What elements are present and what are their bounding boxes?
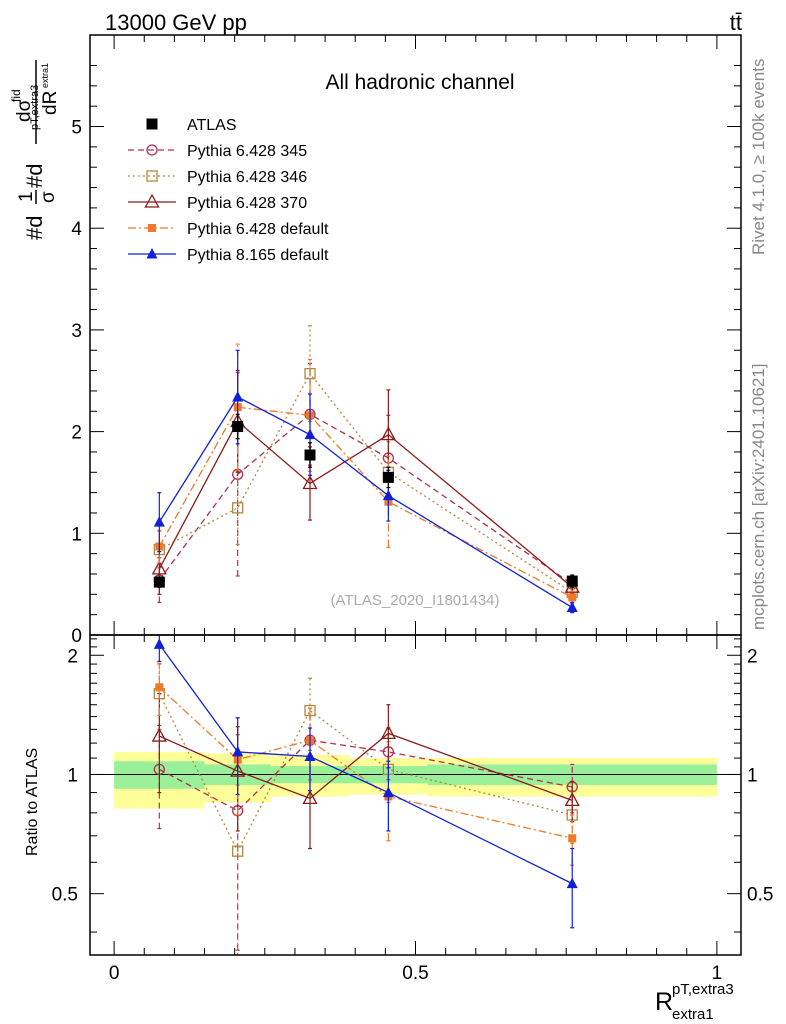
- process-label: tt̄: [730, 10, 742, 35]
- ratio-point-p6def: [155, 683, 164, 692]
- ratio-point-p370: [564, 792, 580, 807]
- main-series-atlas: [153, 413, 578, 588]
- ratio-ytick-label-left: 2: [67, 646, 78, 667]
- main-ytick-label: 4: [71, 219, 82, 240]
- main-line-p6def: [158, 406, 573, 598]
- main-ylabel: #d 1 σ #d dσ fid pT,extra3 extra1 dR: [9, 60, 61, 240]
- ratio-xtick-label: 1: [712, 963, 723, 984]
- ratio-point-p8def: [382, 786, 394, 798]
- ratio-series-p8def: [153, 634, 578, 929]
- main-point-p370: [380, 426, 396, 441]
- main-point-atlas: [232, 421, 244, 433]
- main-point-p8def: [382, 489, 394, 501]
- main-point-atlas: [566, 575, 578, 587]
- analysis-watermark: (ATLAS_2020_I1801434): [330, 592, 499, 609]
- mcplots-label: mcplots.cern.ch [arXiv:2401.10621]: [749, 364, 768, 630]
- xlabel-sup: pT,extra3: [672, 981, 734, 998]
- main-series-p6def: [155, 343, 577, 605]
- main-point-p8def: [153, 516, 165, 527]
- main-point-p346: [232, 502, 244, 514]
- main-point-atlas: [304, 449, 316, 461]
- rivet-version-label: Rivet 4.1.0, ≥ 100k events: [749, 59, 768, 255]
- legend-marker-p345: [146, 144, 158, 156]
- main-panel: 0 1 2 3 4 5 All hadronic channel (ATLAS_2020_…: [9, 34, 742, 647]
- main-point-p370: [302, 475, 318, 490]
- ratio-point-p346: [232, 845, 244, 857]
- ratio-series-p346: [153, 663, 578, 956]
- ratio-point-p370: [302, 790, 318, 805]
- legend-marker-p8def: [146, 248, 158, 259]
- ylabel-fid-sup: fid: [9, 89, 23, 102]
- main-point-atlas: [382, 471, 394, 483]
- ylabel-dR: dR: [40, 91, 61, 115]
- ratio-point-p370: [380, 724, 396, 740]
- ylabel-prefix: #d: [22, 216, 47, 240]
- ratio-ytick-label-right: 1: [747, 765, 758, 786]
- ratio-point-p6def: [568, 834, 577, 843]
- main-point-p8def: [566, 601, 578, 613]
- ratio-ytick-label-left: 1: [67, 765, 78, 786]
- ratio-line-p346: [158, 693, 573, 853]
- main-point-atlas: [153, 576, 165, 588]
- ratio-ylabel: Ratio to ATLAS: [24, 748, 41, 856]
- ratio-xtick-label: 0.5: [402, 963, 428, 984]
- main-line-p345: [158, 413, 573, 585]
- main-point-p8def: [304, 428, 316, 440]
- main-ytick-label: 5: [71, 118, 82, 139]
- main-line-p370: [158, 420, 573, 588]
- ratio-series-p345: [153, 707, 578, 951]
- legend-marker-p346: [146, 170, 158, 182]
- legend-label-p8def: Pythia 8.165 default: [187, 247, 329, 264]
- xlabel-main: R: [655, 988, 673, 1016]
- main-point-p6def: [568, 593, 577, 602]
- ylabel-dsig: dσ: [14, 99, 35, 122]
- main-line-p346: [159, 372, 573, 593]
- legend-marker-p370: [144, 193, 160, 208]
- ylabel-one: 1: [16, 191, 37, 202]
- ratio-xtick-label: 0: [109, 963, 120, 984]
- main-ytick-label: 1: [71, 524, 82, 545]
- ratio-point-p8def: [304, 750, 316, 762]
- legend-label-p345: Pythia 6.428 345: [187, 143, 307, 160]
- main-series-p370: [151, 369, 580, 595]
- ylabel-sub-2: extra1: [40, 63, 50, 88]
- ylabel-sigma: σ: [38, 191, 59, 203]
- main-ytick-label: 2: [71, 423, 82, 444]
- ratio-ytick-label-left: 0.5: [52, 885, 78, 906]
- ratio-panel: 0.5 0.5 1 1 2 2 0 0.5 1 Ratio to ATLAS R pT,extr…: [24, 634, 773, 1023]
- legend-label-p370: Pythia 6.428 370: [187, 195, 307, 212]
- legend-marker-atlas: [146, 118, 158, 130]
- legend-marker-p6def: [148, 224, 156, 232]
- energy-label: 13000 GeV pp: [105, 10, 247, 35]
- main-series-p345: [153, 362, 578, 604]
- ratio-point-p8def: [566, 877, 578, 889]
- xlabel-sub: extra1: [672, 1006, 714, 1023]
- main-series-p8def: [153, 349, 578, 614]
- main-ytick-label: 3: [71, 321, 82, 342]
- ratio-point-p370: [151, 727, 167, 742]
- legend: ATLAS Pythia 6.428 345 Pythia 6.428 346 Pyt…: [128, 117, 329, 264]
- main-series-p346: [153, 325, 578, 599]
- main-title: All hadronic channel: [325, 71, 514, 94]
- ylabel-sub-1: pT,extra3: [29, 85, 41, 130]
- ratio-point-p8def: [232, 745, 244, 757]
- ratio-ytick-label-right: 2: [747, 646, 758, 667]
- legend-label-p346: Pythia 6.428 346: [187, 169, 307, 186]
- main-point-p8def: [232, 391, 244, 402]
- main-ytick-label: 0: [71, 626, 82, 647]
- legend-label-atlas: ATLAS: [187, 117, 237, 134]
- main-line-p8def: [158, 396, 573, 609]
- ylabel-mid: #d: [22, 164, 47, 188]
- ratio-line-p345: [159, 739, 573, 812]
- ratio-ytick-label-right: 0.5: [747, 885, 773, 906]
- ratio-point-p8def: [153, 638, 165, 649]
- legend-label-p6def: Pythia 6.428 default: [187, 221, 329, 238]
- main-point-p370: [151, 560, 167, 575]
- ratio-xlabel: R pT,extra3 extra1: [655, 981, 734, 1023]
